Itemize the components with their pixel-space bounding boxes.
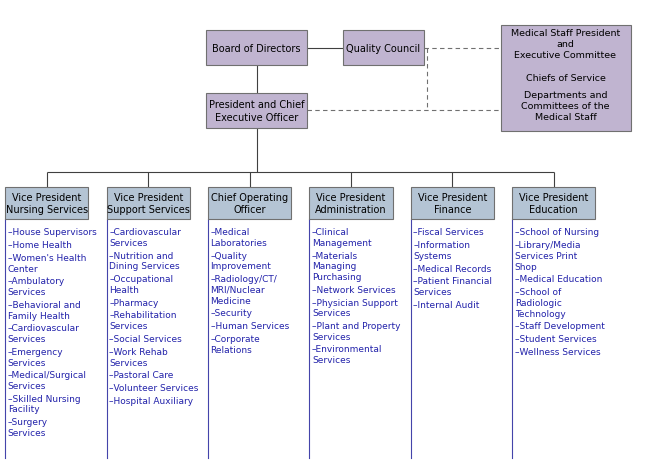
Text: –Skilled Nursing
Facility: –Skilled Nursing Facility (8, 394, 81, 413)
Text: –Environmental
Services: –Environmental Services (312, 344, 382, 364)
Text: –Occupational
Health: –Occupational Health (109, 275, 174, 294)
Text: Quality Council: Quality Council (346, 44, 421, 54)
Text: –Cardiovascular
Services: –Cardiovascular Services (109, 228, 181, 248)
Text: –Library/Media
Services Print
Shop: –Library/Media Services Print Shop (515, 241, 581, 271)
Text: President and Chief
Executive Officer: President and Chief Executive Officer (209, 100, 304, 122)
Text: –Medical/Surgical
Services: –Medical/Surgical Services (8, 370, 87, 390)
Text: –Nutrition and
Dining Services: –Nutrition and Dining Services (109, 251, 180, 271)
Text: –Pastoral Care: –Pastoral Care (109, 370, 174, 379)
Text: –Radiology/CT/
MRI/Nuclear
Medicine: –Radiology/CT/ MRI/Nuclear Medicine (211, 275, 278, 305)
FancyBboxPatch shape (411, 188, 494, 219)
Text: –Materials
Managing
Purchasing: –Materials Managing Purchasing (312, 251, 361, 282)
FancyBboxPatch shape (5, 188, 88, 219)
Text: –Information
Systems: –Information Systems (413, 241, 471, 260)
Text: –Wellness Services: –Wellness Services (515, 347, 601, 356)
Text: –Corporate
Relations: –Corporate Relations (211, 334, 261, 354)
FancyBboxPatch shape (343, 31, 424, 66)
Text: –Plant and Property
Services: –Plant and Property Services (312, 321, 400, 341)
Text: –Women's Health
Center: –Women's Health Center (8, 254, 86, 273)
Text: –Clinical
Management: –Clinical Management (312, 228, 372, 248)
Text: –Student Services: –Student Services (515, 334, 597, 343)
Text: Chiefs of Service: Chiefs of Service (526, 74, 605, 82)
Text: –Social Services: –Social Services (109, 334, 182, 343)
Text: Board of Directors: Board of Directors (213, 44, 301, 54)
Text: Vice President
Nursing Services: Vice President Nursing Services (6, 193, 88, 215)
Text: Vice President
Administration: Vice President Administration (315, 193, 387, 215)
FancyBboxPatch shape (500, 25, 630, 132)
Text: –School of
Radiologic
Technology: –School of Radiologic Technology (515, 288, 566, 318)
Text: –School of Nursing: –School of Nursing (515, 228, 599, 237)
Text: –Volunteer Services: –Volunteer Services (109, 383, 199, 392)
Text: –Cardiovascular
Services: –Cardiovascular Services (8, 324, 80, 344)
Text: Vice President
Support Services: Vice President Support Services (107, 193, 190, 215)
Text: –Medical Records: –Medical Records (413, 264, 491, 273)
Text: –Home Health: –Home Health (8, 241, 72, 250)
Text: Medical Staff President
and
Executive Committee: Medical Staff President and Executive Co… (511, 29, 620, 60)
Text: –House Supervisors: –House Supervisors (8, 228, 97, 237)
Text: –Quality
Improvement: –Quality Improvement (211, 251, 272, 271)
FancyBboxPatch shape (512, 188, 595, 219)
Text: –Medical Education: –Medical Education (515, 275, 602, 283)
Text: –Work Rehab
Services: –Work Rehab Services (109, 347, 168, 367)
Text: –Hospital Auxiliary: –Hospital Auxiliary (109, 396, 193, 405)
Text: –Rehabilitation
Services: –Rehabilitation Services (109, 311, 177, 331)
Text: Chief Operating
Officer: Chief Operating Officer (211, 193, 288, 215)
Text: –Physician Support
Services: –Physician Support Services (312, 298, 398, 318)
Text: Vice President
Finance: Vice President Finance (418, 193, 487, 215)
FancyBboxPatch shape (207, 31, 307, 66)
FancyBboxPatch shape (207, 94, 307, 128)
Text: –Emergency
Services: –Emergency Services (8, 347, 64, 367)
FancyBboxPatch shape (309, 188, 393, 219)
Text: –Pharmacy: –Pharmacy (109, 298, 159, 307)
Text: Vice President
Education: Vice President Education (519, 193, 588, 215)
Text: –Fiscal Services: –Fiscal Services (413, 228, 484, 237)
Text: –Behavioral and
Family Health: –Behavioral and Family Health (8, 300, 81, 320)
FancyBboxPatch shape (208, 188, 291, 219)
Text: –Staff Development: –Staff Development (515, 321, 605, 330)
Text: –Network Services: –Network Services (312, 285, 396, 294)
Text: –Surgery
Services: –Surgery Services (8, 417, 48, 437)
Text: –Patient Financial
Services: –Patient Financial Services (413, 277, 493, 297)
Text: Departments and
Committees of the
Medical Staff: Departments and Committees of the Medica… (521, 91, 610, 122)
Text: –Security: –Security (211, 308, 253, 318)
Text: –Internal Audit: –Internal Audit (413, 300, 480, 309)
Text: –Medical
Laboratories: –Medical Laboratories (211, 228, 267, 248)
Text: –Human Services: –Human Services (211, 321, 289, 330)
Text: –Ambulatory
Services: –Ambulatory Services (8, 277, 65, 297)
FancyBboxPatch shape (107, 188, 190, 219)
